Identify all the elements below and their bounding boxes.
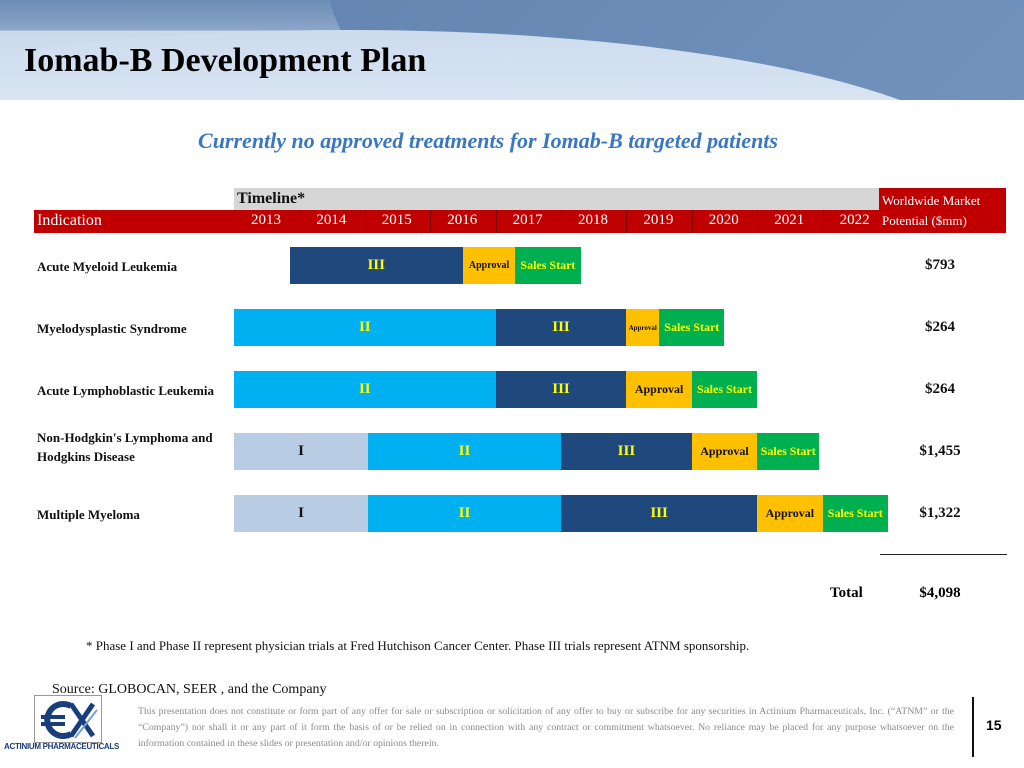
source-note: Source: GLOBOCAN, SEER , and the Company (52, 682, 327, 697)
gantt-bar-sales-start: Sales Start (757, 433, 820, 470)
market-value: $1,455 (919, 443, 961, 459)
year-label-2018: 2018 (578, 212, 608, 228)
gantt-bar-sales-start: Sales Start (822, 495, 888, 532)
indication-label: Acute Lymphoblastic Leukemia (37, 383, 214, 398)
page-title: Iomab-B Development Plan (24, 42, 427, 79)
year-label-2020: 2020 (708, 212, 739, 228)
gantt-bar-phase-II: II (368, 495, 561, 532)
year-label-2017: 2017 (512, 212, 543, 228)
gantt-bar-phase-III: III (289, 247, 463, 284)
gantt-bar-phase-II: II (234, 309, 496, 346)
market-value: $264 (925, 381, 955, 397)
page-number: 15 (986, 717, 1002, 733)
year-label-2021: 2021 (774, 212, 805, 228)
timeline-label: Timeline* (237, 190, 306, 207)
table-header-row (34, 210, 879, 233)
gantt-bar-approval: Approval (462, 247, 516, 284)
page-divider (972, 697, 974, 757)
market-value: $793 (925, 257, 955, 273)
gantt-bar-approval: Approval (626, 309, 660, 346)
year-label-2016: 2016 (447, 212, 478, 228)
indication-label: Acute Myeloid Leukemia (37, 259, 178, 274)
indication-label: Non-Hodgkin's Lymphoma and Hodgkins Dise… (37, 430, 213, 464)
company-logo (34, 695, 102, 743)
gantt-bar-sales-start: Sales Start (691, 371, 758, 408)
year-label-2014: 2014 (316, 212, 347, 228)
year-separator (430, 210, 432, 233)
market-value: $264 (925, 319, 955, 335)
gantt-bar-phase-I: I (234, 433, 369, 470)
gantt-bar-phase-I: I (234, 495, 369, 532)
year-separator (757, 210, 759, 233)
indication-label: Multiple Myeloma (37, 507, 140, 522)
year-separator (495, 210, 497, 233)
timeline-header (234, 188, 879, 210)
page-subtitle: Currently no approved treatments for Iom… (198, 128, 778, 153)
year-label-2013: 2013 (251, 212, 281, 228)
footnote: * Phase I and Phase II represent physici… (86, 638, 750, 653)
header-banner (0, 0, 1024, 100)
gantt-bar-approval: Approval (691, 433, 758, 470)
gantt-bar-phase-III: III (495, 371, 627, 408)
gantt-bar-phase-III: III (495, 309, 627, 346)
market-header-line2: Potential ($mm) (882, 213, 967, 228)
market-header: Worldwide Market Potential ($mm) (879, 188, 1006, 233)
year-separator (822, 210, 824, 233)
disclaimer: This presentation does not constitute or… (138, 706, 954, 749)
year-separator (364, 210, 366, 233)
gantt-bar-approval: Approval (626, 371, 692, 408)
year-label-2022: 2022 (839, 212, 870, 228)
gantt-bar-sales-start: Sales Start (515, 247, 581, 284)
total-value: $4,098 (919, 585, 961, 601)
gantt-bar-approval: Approval (757, 495, 823, 532)
logo-text: ACTINIUM PHARMACEUTICALS (4, 742, 120, 751)
total-divider (880, 554, 1007, 555)
indication-label: Myelodysplastic Syndrome (37, 321, 187, 336)
year-separator (561, 210, 562, 233)
market-value: $1,322 (919, 505, 961, 521)
gantt-bar-phase-II: II (368, 433, 561, 470)
year-separator (299, 210, 301, 233)
actinium-logo-icon (41, 701, 98, 739)
indication-header: Indication (37, 212, 102, 229)
year-separator (691, 210, 693, 233)
year-label-2015: 2015 (381, 212, 412, 228)
market-header-line1: Worldwide Market (882, 193, 981, 208)
total-label: Total (830, 585, 863, 601)
year-separator (626, 210, 628, 233)
gantt-bar-sales-start: Sales Start (659, 309, 725, 346)
year-label-2019: 2019 (643, 212, 674, 228)
gantt-bar-phase-III: III (561, 433, 692, 470)
gantt-bar-phase-II: II (234, 371, 496, 408)
gantt-bar-phase-III: III (561, 495, 758, 532)
